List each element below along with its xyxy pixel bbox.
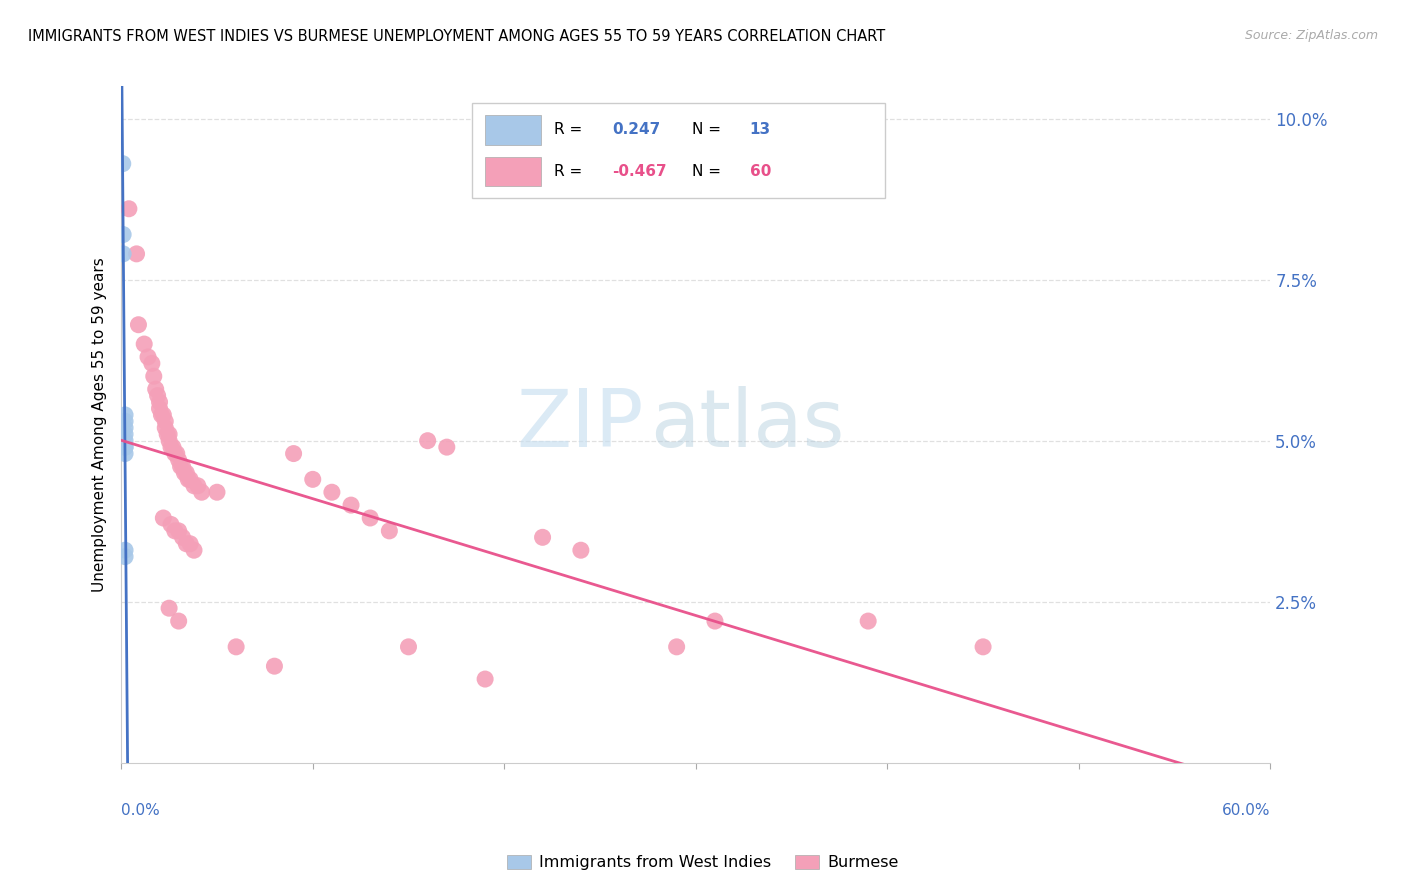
Point (112, 247, 135, 261)
Point (321, 485, 343, 500)
Point (163, 524, 186, 538)
Point (142, 369, 165, 384)
Point (179, 537, 201, 551)
Point (152, 408, 174, 422)
Point (136, 350, 159, 364)
Point (703, 614, 725, 628)
Point (146, 388, 169, 402)
Point (125, 247, 148, 261)
Point (416, 434, 439, 448)
Legend: Immigrants from West Indies, Burmese: Immigrants from West Indies, Burmese (501, 848, 905, 877)
Point (176, 466, 198, 480)
Point (148, 395, 170, 409)
Text: N =: N = (692, 122, 727, 137)
Point (972, 640, 994, 654)
Point (114, 421, 136, 435)
Point (155, 414, 177, 428)
Point (114, 446, 136, 460)
Point (301, 472, 323, 486)
Point (340, 498, 363, 512)
Point (436, 440, 458, 454)
Text: Source: ZipAtlas.com: Source: ZipAtlas.com (1244, 29, 1378, 42)
Point (856, 614, 879, 628)
Point (474, 672, 496, 686)
Point (190, 485, 212, 500)
Point (114, 440, 136, 454)
Text: 60: 60 (749, 164, 770, 179)
Point (665, 640, 688, 654)
Point (114, 434, 136, 448)
Point (150, 408, 173, 422)
Y-axis label: Unemployment Among Ages 55 to 59 years: Unemployment Among Ages 55 to 59 years (93, 257, 107, 592)
Text: R =: R = (554, 122, 588, 137)
Point (157, 434, 180, 448)
Point (167, 614, 190, 628)
Point (283, 446, 305, 460)
Point (162, 440, 184, 454)
Point (157, 427, 180, 442)
Point (166, 446, 188, 460)
Point (141, 356, 163, 370)
Point (172, 530, 194, 544)
Point (127, 318, 149, 332)
Point (205, 485, 228, 500)
Point (163, 446, 186, 460)
Point (155, 421, 177, 435)
Point (169, 459, 191, 474)
Point (157, 601, 180, 615)
Point (167, 524, 190, 538)
Point (172, 459, 194, 474)
Point (569, 543, 592, 558)
Text: 0.0%: 0.0% (121, 804, 160, 818)
Point (114, 440, 136, 454)
Point (156, 427, 179, 442)
Bar (485, 156, 541, 186)
Point (134, 337, 156, 351)
Text: -0.467: -0.467 (612, 164, 666, 179)
Point (173, 466, 195, 480)
Text: 0.247: 0.247 (612, 122, 661, 137)
Point (160, 517, 183, 532)
Point (114, 549, 136, 564)
Text: 60.0%: 60.0% (1222, 804, 1271, 818)
Point (114, 543, 136, 558)
Point (263, 659, 285, 673)
Text: IMMIGRANTS FROM WEST INDIES VS BURMESE UNEMPLOYMENT AMONG AGES 55 TO 59 YEARS CO: IMMIGRANTS FROM WEST INDIES VS BURMESE U… (28, 29, 886, 44)
Point (111, 156, 134, 170)
Text: 13: 13 (749, 122, 770, 137)
Point (183, 543, 205, 558)
Text: atlas: atlas (650, 385, 844, 464)
FancyBboxPatch shape (471, 103, 886, 198)
Point (167, 453, 190, 467)
Point (118, 202, 141, 216)
Point (187, 479, 209, 493)
Point (176, 537, 198, 551)
Point (179, 472, 201, 486)
Point (160, 440, 183, 454)
Point (398, 640, 420, 654)
Point (225, 640, 247, 654)
Point (112, 227, 135, 242)
Point (114, 408, 136, 422)
Point (145, 382, 167, 396)
Point (359, 511, 381, 525)
Text: N =: N = (692, 164, 727, 179)
Point (183, 479, 205, 493)
Point (114, 427, 136, 442)
Point (148, 401, 170, 416)
Text: ZIP: ZIP (517, 385, 644, 464)
Text: R =: R = (554, 164, 588, 179)
Point (378, 524, 401, 538)
Point (114, 414, 136, 428)
Point (177, 472, 200, 486)
Point (152, 511, 174, 525)
Point (531, 530, 554, 544)
Bar (485, 115, 541, 145)
